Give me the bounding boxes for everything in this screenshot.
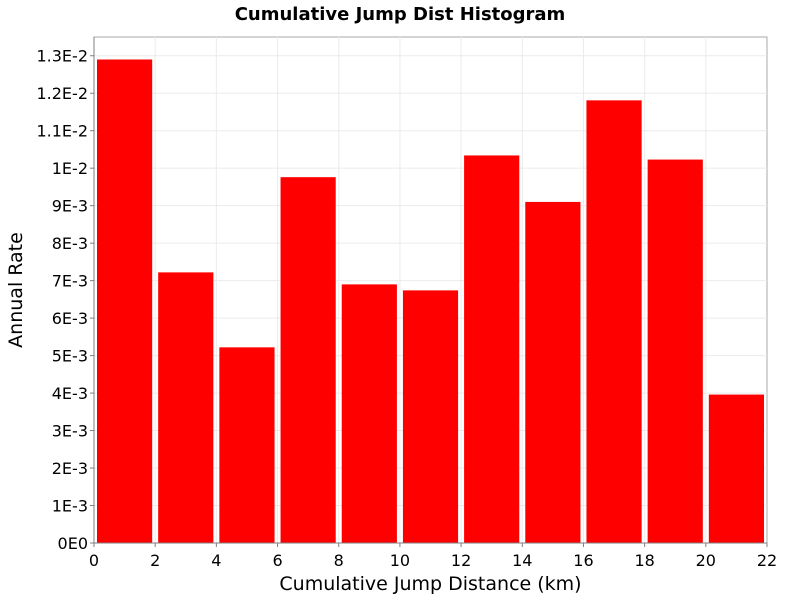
x-axis: 0 2 4 6 8 10 12 14 16 18 20 22 (89, 543, 777, 570)
x-tick-label: 14 (512, 551, 532, 570)
y-tick-label: 1E-2 (52, 159, 88, 178)
x-tick-label: 0 (89, 551, 99, 570)
y-axis-label: Annual Rate (5, 232, 27, 348)
x-tick-label: 6 (272, 551, 282, 570)
y-tick-label: 0E0 (58, 534, 88, 553)
y-tick-label: 1.3E-2 (36, 47, 88, 66)
histogram-bar (219, 347, 275, 543)
x-tick-label: 16 (573, 551, 593, 570)
histogram-bar (97, 59, 153, 543)
y-tick-label: 2E-3 (52, 459, 88, 478)
histogram-bar (402, 290, 459, 543)
x-tick-label: 18 (634, 551, 654, 570)
x-tick-label: 12 (451, 551, 471, 570)
chart-title: Cumulative Jump Dist Histogram (235, 4, 566, 25)
histogram-bar (464, 155, 520, 544)
y-tick-label: 4E-3 (52, 384, 88, 403)
histogram-bar (708, 394, 764, 543)
x-tick-label: 20 (696, 551, 716, 570)
histogram-bar (280, 177, 336, 544)
x-tick-label: 10 (390, 551, 410, 570)
y-tick-label: 6E-3 (52, 309, 88, 328)
histogram-bar (647, 159, 703, 543)
x-tick-label: 22 (757, 551, 777, 570)
y-tick-label: 8E-3 (52, 234, 88, 253)
histogram-bar (586, 100, 642, 544)
x-tick-label: 8 (334, 551, 344, 570)
x-tick-label: 4 (211, 551, 221, 570)
y-axis: 0E0 1E-3 2E-3 3E-3 4E-3 5E-3 6E-3 7E-3 8E-3 9E-3 1… (36, 47, 94, 553)
y-tick-label: 1.1E-2 (36, 122, 88, 141)
y-tick-label: 3E-3 (52, 422, 88, 441)
x-tick-label: 2 (150, 551, 160, 570)
histogram-bar (525, 201, 581, 543)
histogram-bar (158, 272, 214, 543)
y-tick-label: 7E-3 (52, 272, 88, 291)
y-tick-label: 5E-3 (52, 347, 88, 366)
histogram-bar (341, 284, 397, 543)
bars (97, 59, 764, 544)
y-tick-label: 9E-3 (52, 197, 88, 216)
x-axis-label: Cumulative Jump Distance (km) (279, 573, 581, 595)
y-tick-label: 1.2E-2 (36, 84, 88, 103)
y-tick-label: 1E-3 (52, 497, 88, 516)
